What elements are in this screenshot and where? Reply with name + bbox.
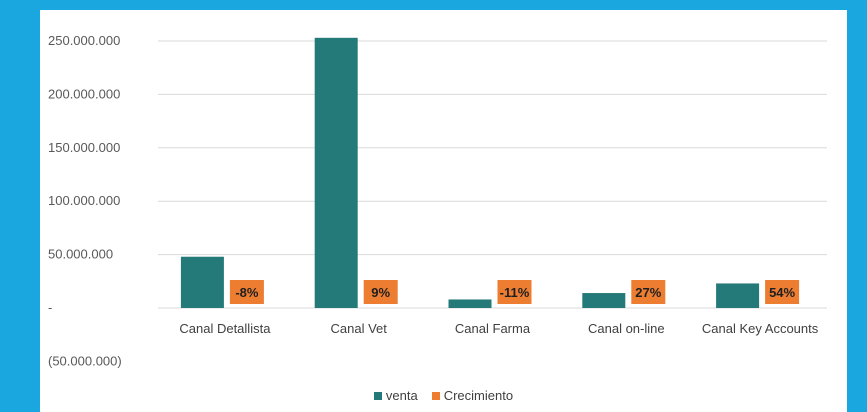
legend-item-crecimiento: Crecimiento [431,388,514,403]
category-label: Canal Farma [455,321,531,336]
crecimiento-label: -8% [235,285,259,300]
crecimiento-label-box [631,280,666,304]
legend-swatch-crecimiento [431,391,440,400]
crecimiento-label: 27% [635,285,661,300]
category-label: Canal Vet [331,321,388,336]
venta-bar [716,283,760,308]
y-tick-label: - [48,300,52,315]
y-tick-label: 50.000.000 [48,247,113,262]
category-label: Canal on-line [588,321,665,336]
venta-bar [582,293,626,308]
venta-bar [448,299,492,308]
crecimiento-label: 9% [371,285,390,300]
crecimiento-label-box [765,280,800,304]
legend-item-venta: venta [373,388,418,403]
venta-bar [180,256,224,308]
legend-label-crecimiento: Crecimiento [443,388,514,403]
legend-swatch-venta [373,391,382,400]
crecimiento-label-box [497,280,532,304]
legend-label-venta: venta [385,388,418,403]
chart-panel: 250.000.000 200.000.000 150.000.000 100.000… [40,10,847,412]
crecimiento-label-box [229,280,264,304]
crecimiento-label: -11% [500,285,530,300]
crecimiento-label-box [363,280,398,304]
venta-bar [314,37,358,309]
category-label: Canal Detallista [179,321,271,336]
y-tick-label: 250.000.000 [48,33,120,48]
crecimiento-label: 54% [769,285,795,300]
legend: venta Crecimiento [40,388,847,403]
y-tick-label: (50.000.000) [48,353,122,368]
category-label: Canal Key Accounts [702,321,819,336]
y-tick-label: 200.000.000 [48,86,120,101]
y-tick-label: 100.000.000 [48,193,120,208]
bar-chart: 250.000.000 200.000.000 150.000.000 100.000… [48,33,827,368]
y-tick-label: 150.000.000 [48,140,120,155]
